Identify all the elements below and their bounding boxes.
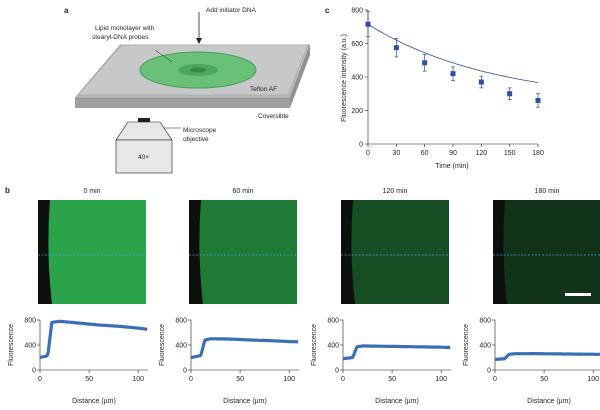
microscope-label-2: objective [183,136,209,143]
fluorescence-image [341,200,449,304]
panel-a-letter: a [64,6,69,15]
profile-xtick-label: 100 [435,376,447,383]
profile-xtick-label: 100 [587,376,599,383]
panel-c-point [535,97,541,103]
panel-a: a Add initiator DNA Lipid monolayer with… [64,6,311,174]
fluorescence-image [493,200,600,304]
profile-axes [494,320,600,371]
panel-c-point [450,71,456,77]
profile-ytick-label: 400 [24,343,36,350]
teflon-label: Teflon AF [250,86,277,93]
panel-c-point [478,79,484,85]
profile-axes [190,320,299,371]
monolayer-pointer [154,49,173,63]
profile-ylabel: Fluorescence [311,324,318,366]
profile-xlabel: Distance (µm) [375,398,419,405]
monolayer-label-2: stearyl-DNA probes [92,34,149,41]
panel-c-xtick-label: 60 [421,150,429,157]
panel-c-plot: 0 200 400 600 800 0 30 60 90 120 150 180 [351,8,544,158]
panel-c-ylabel: Fluorescence intensity (a.u.) [341,34,348,122]
profile-plot: 0 400 800 0 50 100 Fluorescence Distance (µm) [159,318,299,405]
profile-xlabel: Distance (µm) [223,398,267,405]
profile-ytick-label: 0 [183,368,187,375]
initiator-arrow [196,12,202,44]
panel-c-xtick-label: 0 [366,150,370,157]
panel-b-profiles: 0 400 800 0 50 100 Fluorescence Distance (µm) 0 4… [8,318,600,405]
profile-ytick-label: 400 [175,343,187,350]
initiator-label: Add initiator DNA [206,7,257,14]
panel-c-xtick-label: 30 [392,150,400,157]
profile-xtick-label: 0 [341,376,345,383]
profile-xlabel: Distance (µm) [527,398,571,405]
image-dark-edge [189,200,203,304]
profile-xtick-label: 0 [493,376,497,383]
profile-xtick-label: 50 [85,376,93,383]
panel-b-letter: b [5,186,10,195]
image-dark-edge [493,200,507,304]
panel-c-xtick-label: 150 [504,150,516,157]
panel-c-letter: c [325,6,330,15]
profile-ytick-label: 400 [327,343,339,350]
profile-trace [342,344,451,361]
profile-ytick-label: 0 [487,368,491,375]
fluorescence-image [189,200,297,304]
panel-c-xtick-label: 90 [449,150,457,157]
image-title: 0 min [83,188,100,195]
profile-ytick-label: 0 [335,368,339,375]
panel-c-ytick-label: 400 [351,75,363,82]
image-dark-edge [38,200,52,304]
profile-ytick-label: 400 [479,343,491,350]
profile-trace [39,319,148,360]
profile-ylabel: Fluorescence [159,324,166,366]
panel-c-xtick-label: 120 [475,150,487,157]
profile-xtick-label: 50 [388,376,396,383]
profile-ytick-label: 800 [479,318,491,325]
profile-xtick-label: 100 [283,376,295,383]
profile-plot: 0 400 800 0 50 100 Fluorescence Distance (µm) [463,318,600,405]
panel-c-ytick-label: 600 [351,41,363,48]
fluorescence-image [38,200,146,304]
profile-xtick-label: 50 [236,376,244,383]
panel-c-ytick-label: 200 [351,108,363,115]
panel-c-xlabel: Time (min) [435,163,468,170]
image-title: 180 min [535,188,560,195]
profile-xtick-label: 100 [132,376,144,383]
image-title: 60 min [232,188,253,195]
profile-ylabel: Fluorescence [463,324,470,366]
profile-ylabel: Fluorescence [8,324,15,366]
profile-ytick-label: 800 [327,318,339,325]
coverslide-label: Coverslide [258,113,289,120]
panel-b-images: 0 min 60 min 120 min 180 min [38,188,600,304]
panel-c-point [422,60,428,66]
profile-trace [190,337,299,360]
profile-xtick-label: 0 [189,376,193,383]
profile-ytick-label: 0 [32,368,36,375]
panel-c-point [393,45,399,51]
lipid-film [139,51,257,89]
profile-ytick-label: 800 [24,318,36,325]
microscope-label-1: Microscope [183,127,217,134]
panel-c: c 0 200 400 600 800 0 30 60 90 120 150 180 Fluoresc… [325,6,544,170]
monolayer-label-1: Lipid monolayer with [95,25,155,32]
profile-plot: 0 400 800 0 50 100 Fluorescence Distance (µm) [8,318,148,405]
image-dark-edge [341,200,355,304]
panel-c-point [365,21,371,27]
panel-c-point [507,91,513,97]
panel-c-ytick-label: 0 [359,142,363,149]
magnification-label: 40× [138,154,149,161]
panel-b: b 0 min 60 min 120 min 180 min 0 400 800 0 50 10… [5,186,600,405]
profile-xtick-label: 0 [38,376,42,383]
profile-ytick-label: 800 [175,318,187,325]
profile-trace [494,352,600,361]
image-title: 120 min [383,188,408,195]
panel-c-ytick-label: 800 [351,8,363,15]
panel-c-xtick-label: 180 [532,150,544,157]
profile-xtick-label: 50 [540,376,548,383]
scale-bar [565,293,591,296]
profile-plot: 0 400 800 0 50 100 Fluorescence Distance (µm) [311,318,451,405]
microscope-objective [115,118,173,174]
profile-xlabel: Distance (µm) [72,398,116,405]
